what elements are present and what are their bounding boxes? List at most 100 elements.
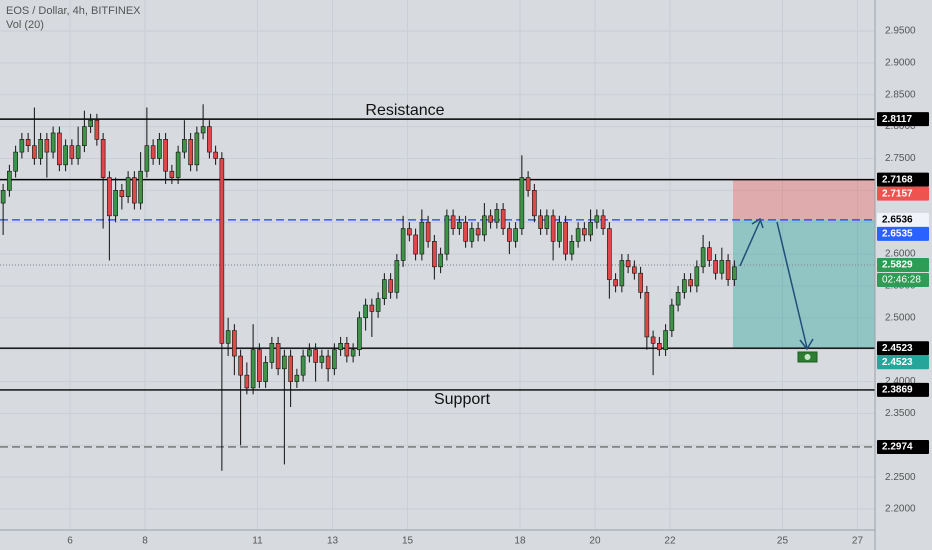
candle-body bbox=[119, 190, 125, 198]
candle-body bbox=[169, 170, 175, 178]
candle-body bbox=[313, 349, 318, 363]
axis-price-label: 2.6535 bbox=[882, 229, 913, 240]
y-tick-label: 2.7500 bbox=[885, 153, 916, 164]
candle-body bbox=[444, 215, 450, 255]
candle-body bbox=[532, 190, 537, 217]
y-tick-label: 2.5000 bbox=[885, 312, 916, 323]
countdown-bg bbox=[877, 272, 929, 287]
money-icon-coin bbox=[804, 354, 811, 360]
candle-body bbox=[625, 260, 631, 268]
candle-body bbox=[125, 177, 131, 198]
candle-body bbox=[188, 139, 193, 166]
arrow-down bbox=[776, 221, 808, 349]
axis-price-label: 2.6536 bbox=[882, 215, 913, 226]
candle-body bbox=[463, 221, 468, 242]
candle-body bbox=[332, 349, 337, 370]
candle-body bbox=[194, 132, 200, 166]
candle-body bbox=[600, 215, 606, 229]
stop-zone bbox=[732, 179, 875, 220]
candle-body bbox=[69, 145, 75, 159]
candle-body bbox=[400, 228, 406, 261]
candle-body bbox=[238, 355, 243, 376]
candle-body bbox=[457, 221, 462, 229]
candle-body bbox=[38, 139, 43, 159]
arrow-up bbox=[739, 220, 761, 267]
candle-body bbox=[250, 349, 256, 389]
annotation-resistance: Resistance bbox=[365, 102, 444, 119]
y-tick-label: 2.4000 bbox=[885, 376, 916, 387]
money-icon bbox=[797, 351, 818, 363]
candle-body bbox=[157, 139, 162, 159]
candle-body bbox=[225, 330, 231, 344]
target-zone bbox=[732, 219, 875, 349]
candle-body bbox=[582, 228, 587, 236]
candle-body bbox=[244, 374, 250, 389]
candle-body bbox=[525, 177, 531, 191]
y-tick-label: 2.6000 bbox=[885, 249, 916, 260]
candle-body bbox=[619, 260, 625, 287]
axis-price-label-bg bbox=[877, 382, 929, 397]
candle-body bbox=[50, 132, 56, 153]
candle-body bbox=[63, 145, 68, 166]
candle-body bbox=[269, 343, 275, 363]
candle-body bbox=[100, 139, 106, 178]
candle-body bbox=[700, 247, 706, 268]
candle-body bbox=[550, 215, 556, 242]
axis-price-label-bg bbox=[877, 172, 929, 187]
x-tick-label: 13 bbox=[327, 536, 339, 547]
candle-body bbox=[300, 355, 306, 376]
candle-body bbox=[107, 177, 112, 217]
axis-price-label: 2.2974 bbox=[882, 442, 913, 453]
y-tick-label: 2.8000 bbox=[885, 121, 916, 132]
x-tick-label: 20 bbox=[589, 536, 601, 547]
y-tick-label: 2.9500 bbox=[885, 26, 916, 37]
candle-body bbox=[644, 292, 650, 338]
candle-body bbox=[213, 151, 218, 159]
candle-body bbox=[732, 266, 737, 280]
candle-body bbox=[19, 139, 25, 153]
y-tick-label: 2.9000 bbox=[885, 57, 916, 68]
candle-body bbox=[282, 355, 287, 370]
candle-body bbox=[288, 355, 293, 382]
candle-body bbox=[669, 304, 675, 331]
candle-body bbox=[200, 126, 206, 134]
candle-body bbox=[425, 221, 431, 242]
candle-body bbox=[707, 247, 712, 261]
arrow-head bbox=[799, 338, 814, 351]
x-tick-label: 11 bbox=[252, 536, 263, 547]
candle-body bbox=[94, 119, 100, 140]
candle-body bbox=[657, 343, 662, 350]
candle-body bbox=[7, 170, 12, 191]
candle-body bbox=[357, 317, 362, 350]
x-tick-label: 8 bbox=[142, 536, 148, 547]
candle-body bbox=[650, 336, 656, 344]
candle-body bbox=[432, 241, 437, 268]
candle-body bbox=[88, 119, 93, 127]
candle-body bbox=[175, 151, 181, 178]
candle-body bbox=[507, 228, 512, 242]
candle-body bbox=[694, 266, 700, 287]
candle-body bbox=[382, 279, 387, 299]
candle-body bbox=[575, 228, 581, 242]
candle-body bbox=[638, 272, 643, 293]
candle-body bbox=[219, 158, 225, 344]
candle-body bbox=[25, 139, 31, 147]
axis-price-label-bg bbox=[877, 212, 929, 227]
candle-body bbox=[663, 330, 668, 350]
axis-price-label: 2.7168 bbox=[882, 174, 913, 185]
candle-body bbox=[232, 330, 237, 357]
candle-body bbox=[294, 374, 300, 382]
axis-price-label-bg bbox=[877, 186, 929, 201]
candle-body bbox=[494, 209, 500, 223]
candle-body bbox=[563, 221, 568, 255]
axis-price-label-bg bbox=[877, 257, 929, 272]
candle-body bbox=[688, 279, 693, 287]
x-tick-label: 22 bbox=[664, 536, 676, 547]
axis-price-label: 2.4523 bbox=[882, 357, 913, 368]
candle-body bbox=[113, 190, 118, 217]
candle-body bbox=[263, 362, 268, 382]
candle-body bbox=[413, 234, 418, 255]
candle-body bbox=[325, 355, 331, 370]
